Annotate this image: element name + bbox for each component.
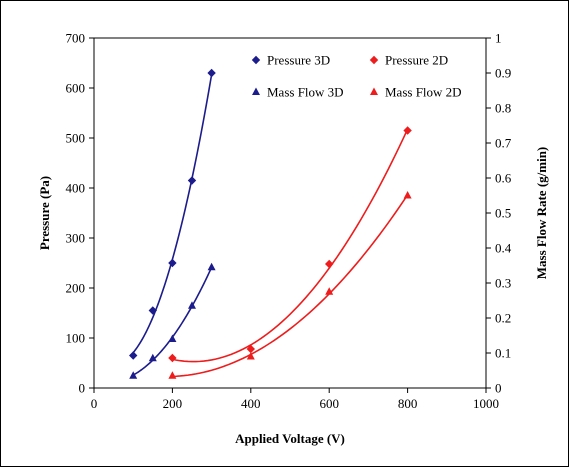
data-point: [148, 306, 157, 315]
legend-label: Mass Flow 2D: [385, 85, 462, 100]
data-point: [188, 301, 196, 309]
y-right-tick-label: 0.1: [495, 346, 511, 361]
data-point: [246, 352, 255, 360]
x-axis-title: Applied Voltage (V): [235, 431, 345, 446]
y-right-tick-label: 0.5: [495, 206, 511, 221]
y-right-tick-label: 0: [495, 381, 502, 396]
trend-curves: [132, 74, 409, 378]
y-left-tick-label: 500: [66, 131, 86, 146]
data-point: [168, 334, 177, 342]
legend-marker: [370, 87, 378, 95]
data-point: [403, 191, 412, 199]
trend-line: [172, 194, 409, 378]
y-left-tick-label: 100: [66, 331, 86, 346]
y-right-tick-label: 0.9: [495, 66, 511, 81]
data-point: [207, 68, 216, 78]
y-left-tick-label: 600: [66, 81, 86, 96]
y-left-tick-label: 700: [66, 31, 86, 46]
y-right-tick-label: 0.4: [495, 241, 512, 256]
legend-marker: [252, 87, 260, 95]
y-axis-right-title: Mass Flow Rate (g/min): [534, 147, 549, 280]
x-tick-label: 200: [163, 396, 183, 411]
trend-line: [172, 128, 409, 363]
data-point: [168, 371, 177, 379]
legend-label: Pressure 2D: [385, 53, 448, 68]
x-tick-label: 0: [91, 396, 98, 411]
data-point: [207, 262, 216, 271]
y-right-tick-label: 0.8: [495, 101, 511, 116]
y-right-tick-label: 1: [495, 31, 502, 46]
data-point: [325, 287, 334, 295]
legend-marker: [369, 55, 379, 65]
x-tick-label: 1000: [473, 396, 499, 411]
data-point: [129, 371, 138, 379]
data-point: [129, 351, 138, 360]
y-left-tick-label: 0: [79, 381, 86, 396]
data-point: [403, 126, 412, 135]
y-left-tick-label: 400: [66, 181, 86, 196]
legend: Pressure 3D Pressure 2D Mass Flow 3D Mass F…: [251, 53, 462, 100]
legend-label: Pressure 3D: [267, 53, 330, 68]
data-point: [325, 259, 334, 269]
data-marks: [129, 68, 412, 379]
y-left-tick-label: 200: [66, 281, 86, 296]
y-right-tick-label: 0.7: [495, 136, 512, 151]
y-right-tick-label: 0.3: [495, 276, 511, 291]
x-tick-label: 600: [319, 396, 339, 411]
y-axis-left-title: Pressure (Pa): [37, 176, 52, 250]
legend-marker: [251, 55, 261, 65]
legend-label: Mass Flow 3D: [267, 85, 344, 100]
data-point: [148, 353, 157, 362]
x-tick-label: 400: [241, 396, 261, 411]
data-point: [168, 353, 177, 363]
y-right-tick-label: 0.6: [495, 171, 512, 186]
data-point: [187, 176, 197, 185]
x-tick-label: 800: [398, 396, 418, 411]
data-point: [168, 258, 177, 268]
y-left-tick-label: 300: [66, 231, 86, 246]
y-right-tick-label: 0.2: [495, 311, 511, 326]
axes: 0 200 400 600 800 100001002003004005006007000…: [66, 31, 512, 412]
data-point: [246, 344, 255, 354]
trend-line: [132, 74, 213, 354]
